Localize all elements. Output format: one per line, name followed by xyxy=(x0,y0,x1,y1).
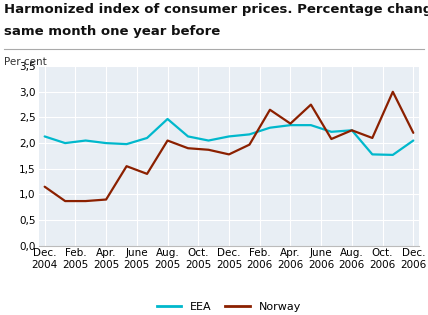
Norway xyxy=(145,172,150,176)
EEA xyxy=(226,135,232,138)
EEA xyxy=(83,139,88,142)
EEA xyxy=(185,135,190,138)
Norway xyxy=(390,90,395,94)
Norway xyxy=(349,129,354,132)
EEA xyxy=(308,123,313,127)
Line: Norway: Norway xyxy=(45,92,413,201)
Norway xyxy=(165,139,170,142)
EEA xyxy=(165,117,170,121)
EEA xyxy=(288,123,293,127)
Norway xyxy=(185,146,190,150)
EEA xyxy=(329,130,334,134)
Text: same month one year before: same month one year before xyxy=(4,25,220,38)
EEA xyxy=(42,135,47,138)
EEA xyxy=(206,139,211,142)
EEA xyxy=(124,142,129,146)
EEA xyxy=(62,141,68,145)
EEA xyxy=(268,126,273,129)
Norway xyxy=(370,136,375,140)
Norway xyxy=(268,108,273,112)
Norway xyxy=(411,131,416,135)
Norway xyxy=(206,148,211,152)
Norway xyxy=(104,198,109,201)
EEA xyxy=(104,141,109,145)
Legend: EEA, Norway: EEA, Norway xyxy=(157,301,301,312)
Norway xyxy=(42,185,47,189)
Norway xyxy=(62,199,68,203)
Text: Per cent: Per cent xyxy=(4,57,47,67)
EEA xyxy=(349,129,354,132)
Norway xyxy=(124,164,129,168)
Text: Harmonized index of consumer prices. Percentage change from the: Harmonized index of consumer prices. Per… xyxy=(4,3,428,16)
Norway xyxy=(226,152,232,156)
EEA xyxy=(390,153,395,157)
Norway xyxy=(308,103,313,106)
Norway xyxy=(83,199,88,203)
EEA xyxy=(145,136,150,140)
Norway xyxy=(329,137,334,141)
EEA xyxy=(247,133,252,136)
Norway xyxy=(288,122,293,125)
Norway xyxy=(247,143,252,146)
EEA xyxy=(411,139,416,142)
Line: EEA: EEA xyxy=(45,119,413,155)
EEA xyxy=(370,152,375,156)
